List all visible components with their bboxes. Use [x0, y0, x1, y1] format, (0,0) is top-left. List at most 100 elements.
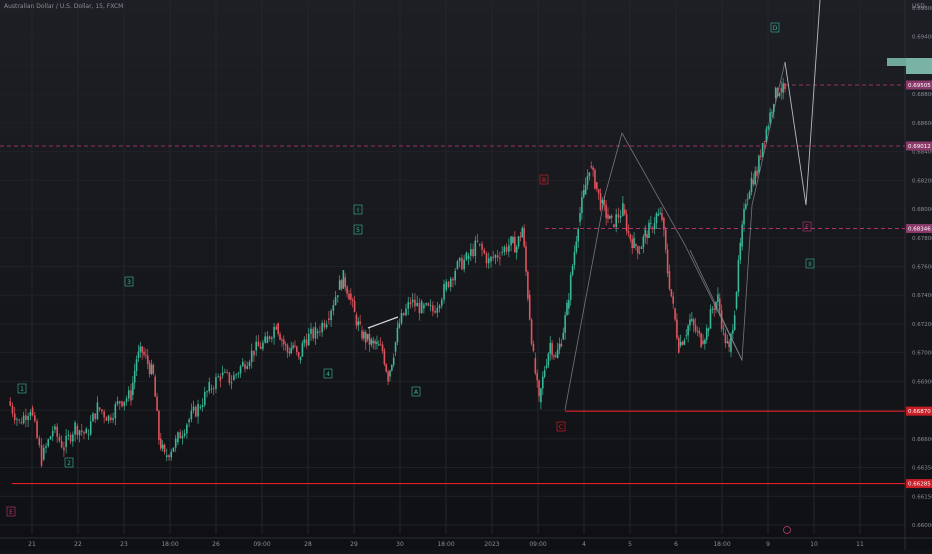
candle-body — [123, 401, 126, 407]
candle-body — [219, 376, 222, 381]
candle-body — [34, 415, 36, 422]
candle-body — [212, 388, 215, 390]
candle-body — [246, 366, 249, 369]
candle-body — [597, 189, 600, 194]
candle-body — [778, 93, 781, 97]
wave-label[interactable]: A — [411, 386, 421, 397]
wave-label[interactable]: C — [556, 421, 566, 432]
candle-body — [27, 416, 29, 421]
candle-body — [18, 419, 20, 421]
time-tick-label: 30 — [396, 541, 404, 548]
candle-body — [94, 413, 97, 420]
candle-body — [398, 323, 401, 328]
candle-body — [596, 182, 598, 190]
candle-body — [527, 271, 529, 299]
wave-label[interactable]: E — [6, 506, 16, 517]
candle-body — [499, 257, 501, 259]
wave-structure-line[interactable] — [689, 249, 743, 361]
candle-body — [540, 388, 542, 403]
candle-body — [148, 362, 151, 375]
wave-label[interactable]: B — [539, 174, 549, 185]
candle-body — [230, 382, 233, 384]
candle-body — [181, 435, 184, 439]
candle-body — [452, 278, 454, 281]
candle-body — [534, 357, 537, 374]
trendline[interactable] — [367, 316, 399, 329]
candle-body — [228, 372, 231, 384]
candle-body — [121, 401, 123, 407]
wave-label[interactable]: I — [353, 204, 363, 215]
candle-body — [145, 354, 147, 356]
candle-body — [208, 382, 211, 392]
wave-label[interactable]: 2 — [64, 457, 74, 468]
candle-body — [474, 240, 477, 256]
candle-body — [163, 444, 166, 453]
candle-body — [334, 297, 337, 306]
wave-label-box — [770, 22, 780, 33]
candle-body — [492, 256, 495, 258]
candle-body — [541, 376, 544, 389]
projection-path[interactable] — [784, 0, 821, 206]
candle-body — [746, 198, 749, 200]
candle-body — [141, 346, 143, 353]
candle-body — [588, 172, 591, 177]
candle-body — [277, 323, 279, 334]
wave-label-box — [6, 506, 16, 517]
candle-body — [174, 438, 177, 448]
candle-body — [118, 401, 121, 404]
time-tick-label: 28 — [304, 541, 312, 548]
candle-body — [575, 241, 578, 252]
candle-body — [307, 333, 310, 346]
candle-body — [530, 319, 533, 344]
time-tick-label: 09:00 — [529, 541, 546, 548]
time-tick-label: 18:00 — [713, 541, 730, 548]
wave-label-box — [64, 457, 74, 468]
candle-body — [346, 286, 348, 294]
event-marker-icon[interactable] — [783, 526, 791, 534]
candle-body — [551, 343, 553, 356]
candle-body — [40, 444, 43, 466]
wave-label[interactable]: II — [805, 258, 815, 269]
time-tick-label: 10 — [810, 541, 818, 548]
candle-body — [286, 345, 289, 353]
wave-label-text: I — [357, 207, 359, 214]
candle-body — [321, 322, 323, 333]
candle-body — [420, 301, 423, 314]
candle-body — [494, 255, 497, 258]
wave-label[interactable]: 4 — [323, 368, 333, 379]
candle-body — [573, 251, 576, 266]
candle-body — [241, 361, 244, 367]
wave-label[interactable]: 5 — [353, 224, 363, 235]
wave-label-text: B — [542, 177, 546, 184]
wave-label[interactable]: E — [802, 221, 812, 232]
candle-body — [259, 346, 262, 349]
candle-body — [199, 407, 202, 408]
candle-body — [670, 289, 673, 297]
wave-label[interactable]: D — [770, 22, 780, 33]
wave-structure-line[interactable] — [564, 61, 786, 411]
wave-label[interactable]: 1 — [17, 383, 27, 394]
candle-body — [364, 332, 367, 344]
candle-body — [87, 434, 90, 436]
candle-body — [355, 314, 358, 326]
wave-label[interactable]: 3 — [124, 276, 134, 287]
candle-body — [135, 359, 138, 371]
candle-body — [743, 208, 745, 225]
candle-body — [549, 342, 552, 354]
time-tick-label: 5 — [628, 541, 632, 548]
candle-body — [564, 315, 566, 333]
candle-body — [45, 446, 47, 448]
candle-body — [357, 321, 360, 326]
candle-body — [112, 418, 114, 420]
wave-label-box — [353, 204, 363, 215]
wave-label-text: 2 — [67, 460, 71, 467]
candle-body — [503, 246, 506, 253]
candle-body — [646, 234, 648, 238]
wave-label-text: 5 — [356, 227, 360, 234]
candle-body — [60, 440, 63, 448]
